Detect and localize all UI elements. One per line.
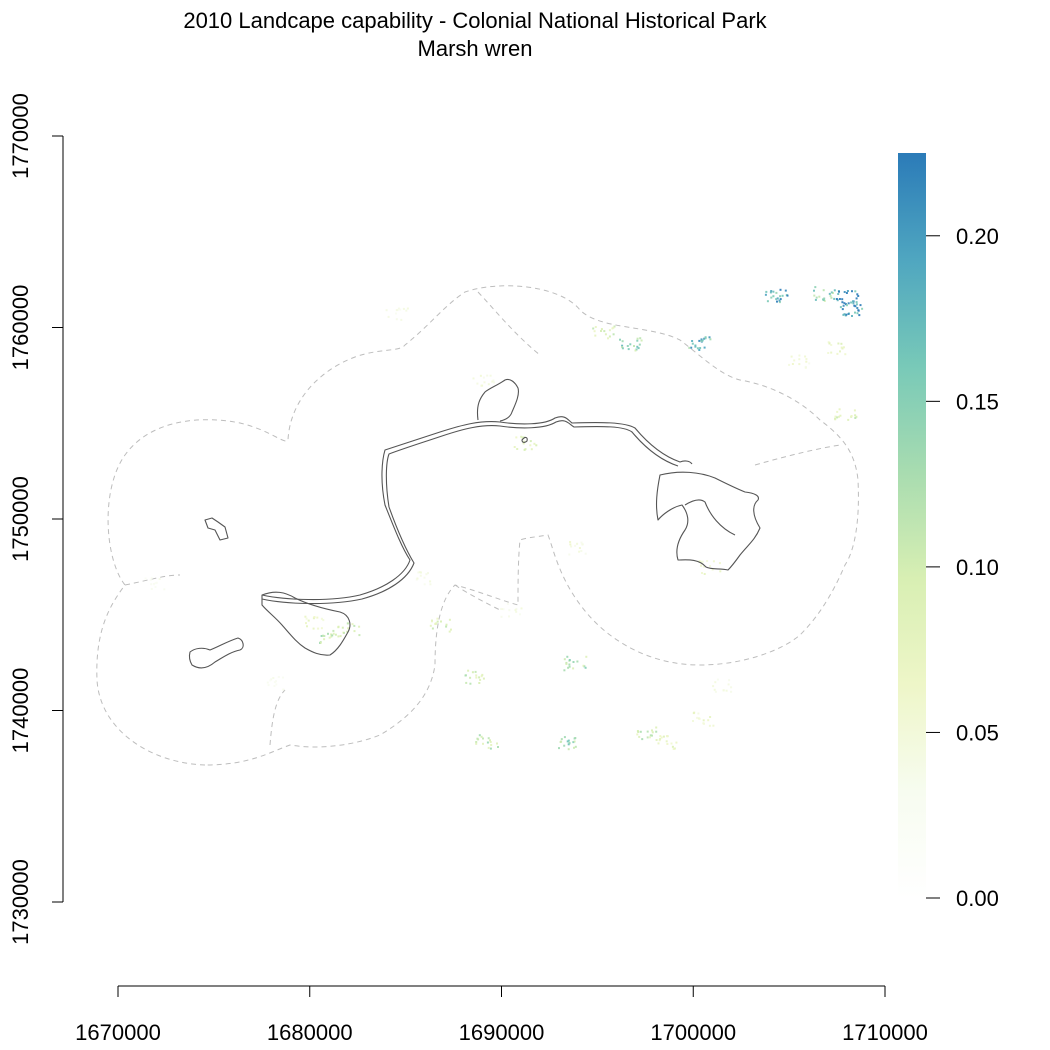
habitat-patch [692,711,715,727]
buffer-inner-line [269,689,286,746]
habitat-patch [839,301,864,317]
habitat-patch [835,290,860,306]
habitat-patch [563,655,588,672]
habitat-patch [464,669,485,685]
habitat-patch [657,735,678,750]
buffer-inner-line [477,291,541,356]
southwest-tract-boundary [188,637,244,669]
habitat-patch [568,541,587,556]
x-tick-label: 1680000 [267,1020,353,1045]
buffer-inner-line [124,574,181,586]
habitat-patch [592,325,616,340]
habitat-patch [266,676,285,691]
y-tick-label: 1770000 [8,93,33,179]
habitat-patch [415,571,432,586]
habitat-patch [764,288,789,304]
habitat-patch [788,354,811,369]
study-area-buffer [96,285,859,766]
map-subtitle: Marsh wren [418,36,533,61]
y-axis: 1730000 1740000 1750000 1760000 1770000 [8,93,64,945]
colorbar [898,153,926,898]
habitat-patch [429,617,452,633]
y-tick-label: 1740000 [8,668,33,754]
habitat-patch [513,435,538,451]
buffer-outline [96,285,859,766]
colorbar-tick-label: 0.15 [956,389,999,414]
habitat-patch [319,629,342,644]
habitat-patch [636,726,658,741]
map-title: 2010 Landcape capability - Colonial Nati… [183,8,767,33]
parkway-boundary [261,416,693,605]
habitat-patch [619,337,643,352]
x-tick-label: 1710000 [842,1020,928,1045]
habitat-patch [304,615,325,630]
jamestown-island-boundary [261,591,351,656]
habitat-patch [712,678,733,693]
colorbar-tick-label: 0.20 [956,224,999,249]
habitat-patch [144,576,166,591]
habitat-patch [385,307,409,321]
habitat-patch [500,602,523,618]
colorbar-legend: 0.00 0.05 0.10 0.15 0.20 [898,153,999,911]
habitat-patches [144,286,864,751]
green-spring-boundary [204,517,229,541]
habitat-patch [558,736,577,751]
colorbar-tick-label: 0.05 [956,720,999,745]
x-tick-label: 1670000 [75,1020,161,1045]
colorbar-tick-label: 0.10 [956,555,999,580]
x-axis: 1670000 1680000 1690000 1700000 1710000 [75,985,928,1045]
habitat-patch [698,560,722,575]
y-tick-label: 1760000 [8,285,33,371]
buffer-inner-line [454,584,501,611]
yorktown-unit-boundary [476,378,519,422]
park-boundaries [188,378,761,669]
buffer-inner-line [754,444,841,466]
y-tick-label: 1750000 [8,476,33,562]
habitat-patch [337,622,361,637]
colorbar-tick-label: 0.00 [956,886,999,911]
x-tick-label: 1700000 [650,1020,736,1045]
y-tick-label: 1730000 [8,859,33,945]
yorktown-battlefield-boundary [655,471,761,571]
habitat-patch [472,374,496,387]
habitat-patch [688,336,712,351]
habitat-patch [813,286,836,302]
habitat-patch [834,408,858,421]
small-unit-boundary [521,436,528,443]
x-tick-label: 1690000 [459,1020,545,1045]
habitat-patch [827,341,847,356]
habitat-patch [475,734,499,750]
